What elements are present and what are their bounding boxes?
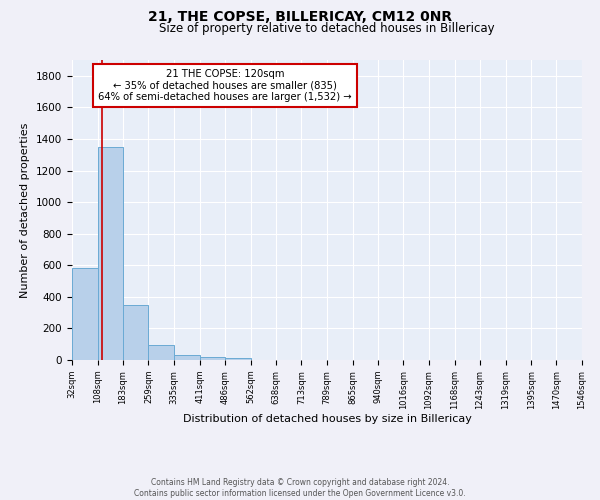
Bar <box>72 268 98 360</box>
Bar <box>225 358 251 360</box>
Text: 21 THE COPSE: 120sqm
← 35% of detached houses are smaller (835)
64% of semi-deta: 21 THE COPSE: 120sqm ← 35% of detached h… <box>98 69 352 102</box>
Text: Contains HM Land Registry data © Crown copyright and database right 2024.
Contai: Contains HM Land Registry data © Crown c… <box>134 478 466 498</box>
Bar <box>174 356 200 360</box>
X-axis label: Distribution of detached houses by size in Billericay: Distribution of detached houses by size … <box>182 414 472 424</box>
Title: Size of property relative to detached houses in Billericay: Size of property relative to detached ho… <box>159 22 495 35</box>
Text: 21, THE COPSE, BILLERICAY, CM12 0NR: 21, THE COPSE, BILLERICAY, CM12 0NR <box>148 10 452 24</box>
Y-axis label: Number of detached properties: Number of detached properties <box>20 122 31 298</box>
Bar <box>98 147 123 360</box>
Bar <box>200 357 225 360</box>
Bar <box>148 345 174 360</box>
Bar <box>123 304 148 360</box>
